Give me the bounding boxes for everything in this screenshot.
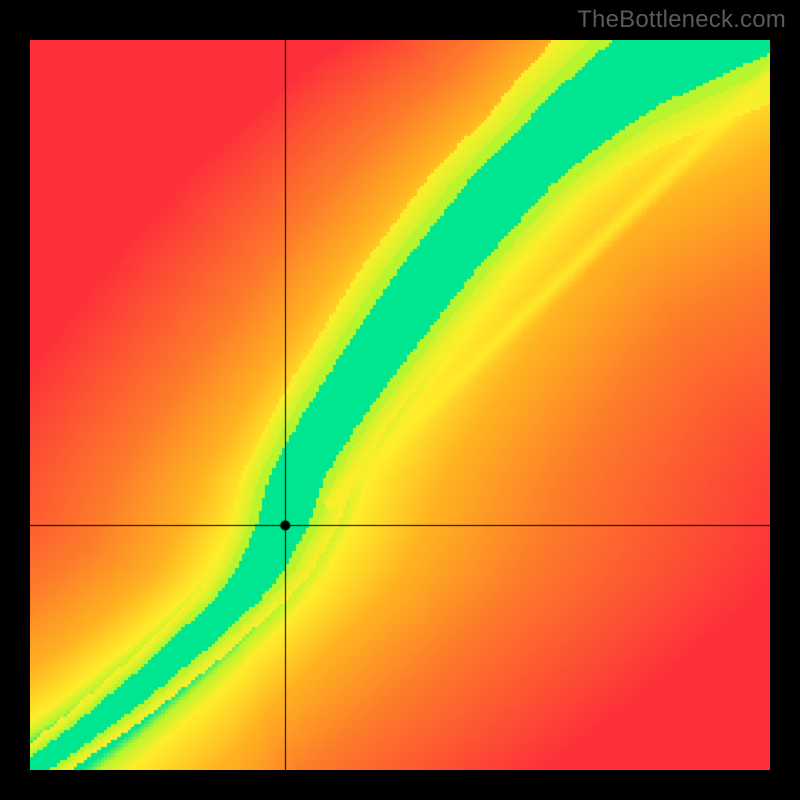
chart-inner	[30, 40, 770, 770]
heatmap-canvas	[30, 40, 770, 770]
attribution-label: TheBottleneck.com	[577, 6, 786, 34]
chart-frame: TheBottleneck.com	[0, 0, 800, 800]
